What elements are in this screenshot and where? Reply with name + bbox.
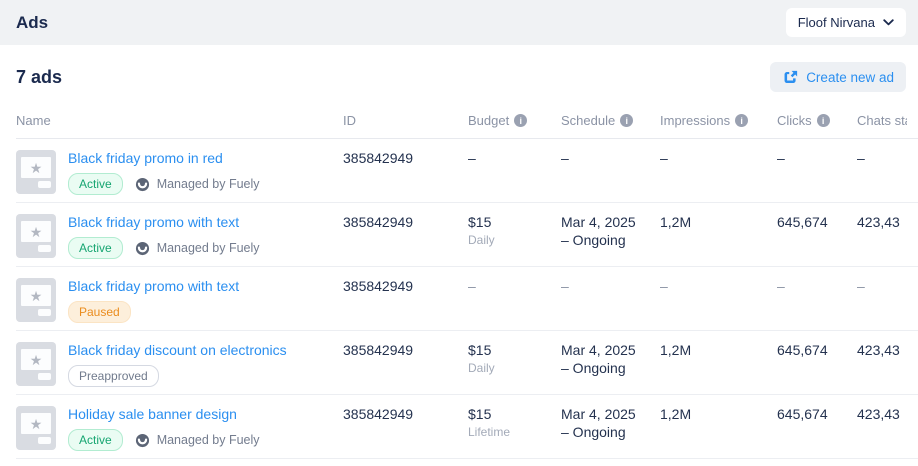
info-icon[interactable] <box>514 114 528 127</box>
clicks-cell: – <box>777 278 785 294</box>
thumb-button-shape <box>38 437 51 444</box>
chats-cell: – <box>857 278 865 294</box>
ads-table: Name ID Budget Schedule Impressions Clic… <box>0 105 918 459</box>
create-new-ad-label: Create new ad <box>806 69 894 85</box>
schedule-cell: Mar 4, 2025– Ongoing <box>561 342 636 376</box>
chats-cell: 423,43 <box>857 406 900 422</box>
status-badge: Paused <box>68 301 131 323</box>
info-icon[interactable] <box>816 114 830 127</box>
impressions-cell: – <box>660 278 668 294</box>
fuely-icon <box>135 241 149 255</box>
create-new-ad-button[interactable]: Create new ad <box>770 62 906 92</box>
thumb-button-shape <box>38 181 51 188</box>
ad-name-link[interactable]: Black friday promo with text <box>68 278 240 294</box>
managed-by-label: Managed by Fuely <box>135 177 260 192</box>
ad-thumbnail[interactable] <box>16 214 56 258</box>
impressions-cell: – <box>660 150 668 166</box>
thumb-button-shape <box>38 245 51 252</box>
column-header-budget: Budget <box>468 113 561 128</box>
clicks-cell: 645,674 <box>777 342 828 358</box>
chats-cell: 423,43 <box>857 342 900 358</box>
budget-cell: – <box>468 150 476 166</box>
image-placeholder-icon <box>21 221 51 242</box>
image-placeholder-icon <box>21 157 51 178</box>
account-selector[interactable]: Floof Nirvana <box>785 8 906 37</box>
ad-thumbnail[interactable] <box>16 406 56 450</box>
ad-name-link[interactable]: Black friday promo in red <box>68 150 223 166</box>
impressions-cell: 1,2M <box>660 342 692 358</box>
chats-cell: – <box>857 150 865 166</box>
status-badge: Active <box>68 173 123 195</box>
info-icon[interactable] <box>620 114 634 127</box>
ads-count: 7 ads <box>16 66 63 87</box>
column-header-chats-started: Chats started <box>857 113 907 128</box>
clicks-cell: 645,674 <box>777 406 828 422</box>
table-row: Black friday promo with text Paused 3858… <box>16 267 918 331</box>
status-badge: Active <box>68 237 123 259</box>
status-badge: Preapproved <box>68 365 159 387</box>
account-selector-label: Floof Nirvana <box>797 15 875 30</box>
section-header: 7 ads Create new ad <box>0 45 918 105</box>
budget-cell: $15 Daily <box>468 342 561 375</box>
schedule-cell: – <box>561 150 569 166</box>
ad-name-link[interactable]: Black friday promo with text <box>68 214 240 230</box>
budget-cell: – <box>468 278 476 294</box>
fuely-icon <box>135 433 149 447</box>
table-row: Black friday promo in red Active Managed… <box>16 139 918 203</box>
thumb-button-shape <box>38 309 51 316</box>
ad-id: 385842949 <box>343 342 414 358</box>
budget-cell: $15 Daily <box>468 214 561 247</box>
column-header-schedule: Schedule <box>561 113 660 128</box>
budget-period: Lifetime <box>468 425 511 439</box>
ad-thumbnail[interactable] <box>16 150 56 194</box>
table-row: Black friday promo with text Active Mana… <box>16 203 918 267</box>
schedule-cell: Mar 4, 2025– Ongoing <box>561 406 636 440</box>
ad-id: 385842949 <box>343 150 414 166</box>
managed-by-label: Managed by Fuely <box>135 241 260 256</box>
column-header-impressions: Impressions <box>660 113 777 128</box>
ad-thumbnail[interactable] <box>16 342 56 386</box>
column-header-name: Name <box>16 113 51 128</box>
clicks-cell: – <box>777 150 785 166</box>
launch-icon <box>784 70 798 83</box>
ad-name-link[interactable]: Holiday sale banner design <box>68 406 237 422</box>
info-icon[interactable] <box>735 114 749 127</box>
impressions-cell: 1,2M <box>660 214 692 230</box>
image-placeholder-icon <box>21 413 51 434</box>
page-title: Ads <box>16 12 49 32</box>
page-header: Ads Floof Nirvana <box>0 0 918 45</box>
budget-period: Daily <box>468 361 495 375</box>
chats-cell: 423,43 <box>857 214 900 230</box>
column-header-clicks: Clicks <box>777 113 857 128</box>
fuely-icon <box>135 177 149 191</box>
impressions-cell: 1,2M <box>660 406 692 422</box>
status-badge: Active <box>68 429 123 451</box>
schedule-cell: Mar 4, 2025– Ongoing <box>561 214 636 248</box>
chevron-down-icon <box>883 19 894 26</box>
ad-id: 385842949 <box>343 278 414 294</box>
budget-cell: $15 Lifetime <box>468 406 561 439</box>
column-header-id: ID <box>343 113 356 128</box>
managed-by-label: Managed by Fuely <box>135 433 260 448</box>
ad-id: 385842949 <box>343 214 414 230</box>
clicks-cell: 645,674 <box>777 214 828 230</box>
thumb-button-shape <box>38 373 51 380</box>
table-row: Black friday discount on electronics Pre… <box>16 331 918 395</box>
ad-name-link[interactable]: Black friday discount on electronics <box>68 342 287 358</box>
image-placeholder-icon <box>21 349 51 370</box>
ad-id: 385842949 <box>343 406 414 422</box>
budget-period: Daily <box>468 233 495 247</box>
schedule-cell: – <box>561 278 569 294</box>
ad-thumbnail[interactable] <box>16 278 56 322</box>
image-placeholder-icon <box>21 285 51 306</box>
table-row: Holiday sale banner design Active Manage… <box>16 395 918 459</box>
table-header-row: Name ID Budget Schedule Impressions Clic… <box>16 105 918 139</box>
